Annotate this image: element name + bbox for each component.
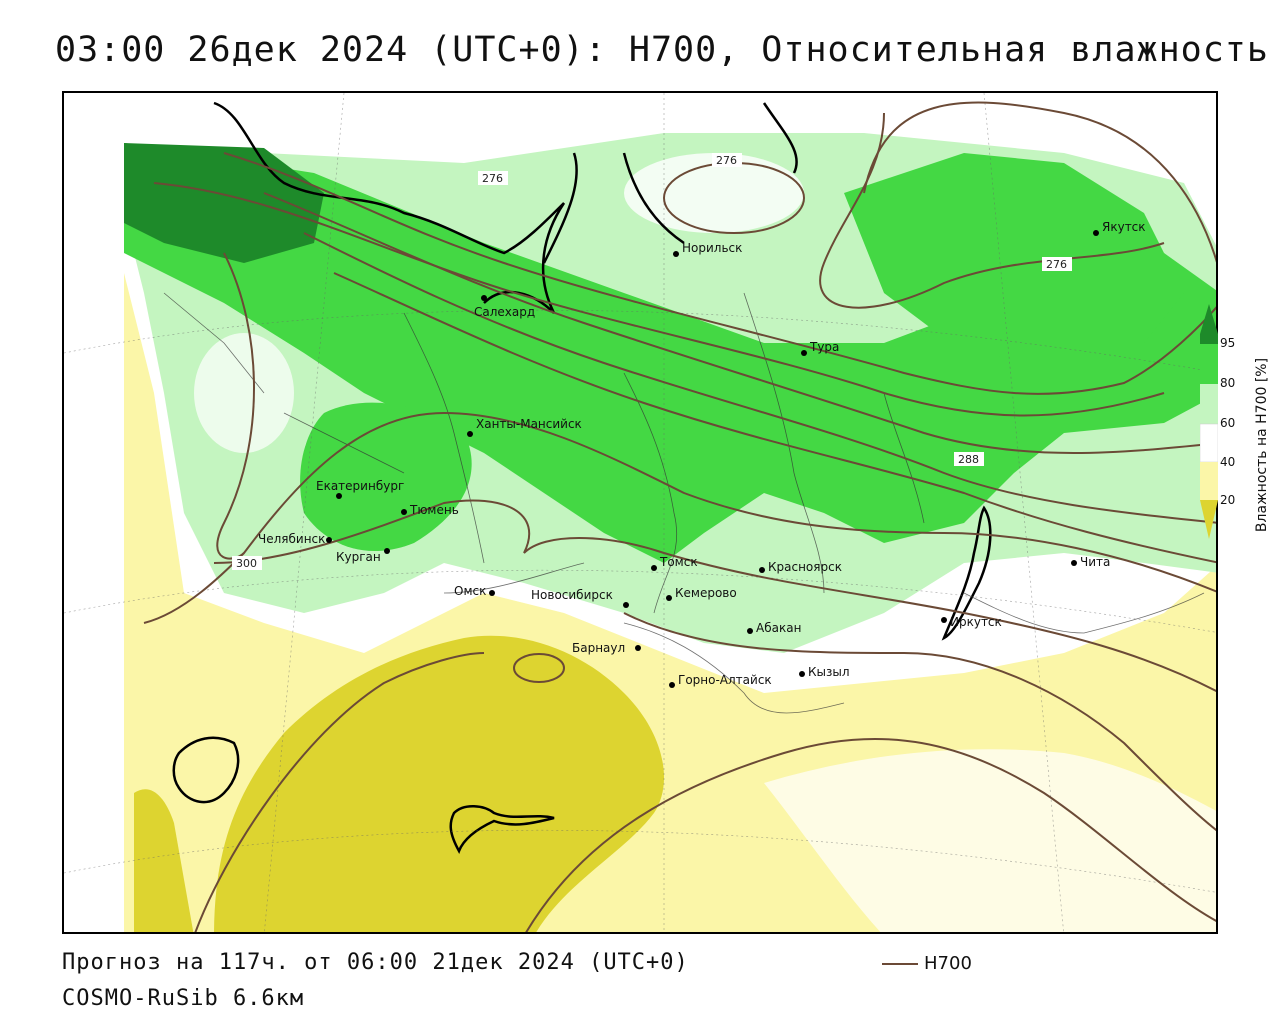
city-yakutsk[interactable]: Якутск [1093,220,1146,236]
isoline [223,152,1216,395]
humidity-zone-high [124,143,1216,563]
model-name: COSMO-RuSib 6.6км [62,986,305,1011]
svg-text:Кемерово: Кемерово [675,586,737,600]
colorbar-tick-60: 60 [1220,416,1236,430]
city-omsk[interactable]: Омск [454,584,495,598]
svg-text:Тура: Тура [809,340,839,354]
humidity-zone-high-northeast [844,153,1184,363]
city-gorno-altaysk[interactable]: Горно-Алтайск [669,673,772,688]
city-tura[interactable]: Тура [801,340,839,356]
svg-text:Горно-Алтайск: Горно-Алтайск [678,673,772,687]
isoline [153,182,1165,417]
svg-text:Новосибирск: Новосибирск [531,588,613,602]
colorbar-step-80 [1200,344,1218,384]
svg-text:Екатеринбург: Екатеринбург [316,479,404,493]
colorbar-tick-95: 95 [1220,336,1236,350]
city-salekhard[interactable]: Салехард [474,295,535,319]
svg-text:Курган: Курган [336,550,381,564]
city-ekaterinburg[interactable]: Екатеринбург [316,479,404,499]
colorbar-step-40 [1200,423,1218,463]
svg-text:Томск: Томск [659,555,698,569]
humidity-zone-high-west [300,402,472,552]
isoline-label: 276 [482,172,503,185]
isoline [194,652,485,932]
colorbar-step-95 [1200,334,1218,344]
lake-baikal [941,505,992,641]
svg-text:Абакан: Абакан [756,621,801,635]
colorbar-step-20 [1200,462,1218,500]
svg-text:Кызыл: Кызыл [808,665,850,679]
humidity-zone-very-low-west [134,789,194,932]
isoline [303,232,1216,524]
isoline [863,101,1216,263]
forecast-info: Прогноз на 117ч. от 06:00 21дек 2024 (UT… [62,950,689,975]
svg-text:Омск: Омск [454,584,486,598]
city-novosibirsk[interactable]: Новосибирск [531,588,629,608]
city-tomsk[interactable]: Томск [651,555,698,571]
svg-text:Челябинск: Челябинск [258,532,325,546]
city-krasnoyarsk[interactable]: Красноярск [759,560,842,574]
cities: Якутск Норильск Салехард Тура Ханты-Манс… [258,220,1146,688]
humidity-zone-mid-white [764,749,1216,932]
city-chelyabinsk[interactable]: Челябинск [258,532,332,546]
humidity-colorbar [1200,304,1218,539]
colorbar-step-60 [1200,384,1218,424]
colorbar-title: Влажность на H700 [%] [1254,357,1270,533]
isoline [263,192,1216,454]
city-kyzyl[interactable]: Кызыл [799,665,850,679]
svg-text:Тюмень: Тюмень [409,503,459,517]
colorbar-tick-80: 80 [1220,376,1236,390]
colorbar-cap-top [1200,304,1218,334]
isoline-label: 276 [1046,258,1067,271]
h700-legend-label: H700 [924,953,972,974]
forecast-map[interactable]: 276 276 276 288 300 Якутск Норильск Сале… [62,91,1218,934]
svg-text:Норильск: Норильск [682,241,742,255]
city-barnaul[interactable]: Барнаул [572,641,641,655]
map-canvas: 276 276 276 288 300 Якутск Норильск Сале… [64,93,1216,932]
city-kurgan[interactable]: Курган [336,548,390,564]
map-title: 03:00 26дек 2024 (UTC+0): H700, Относите… [55,30,1269,70]
isoline-label: 300 [236,557,257,570]
isoline [525,737,1216,932]
dry-patch [194,333,294,453]
city-tyumen[interactable]: Тюмень [401,503,459,517]
colorbar-tick-20: 20 [1220,493,1236,507]
isoline [513,653,565,683]
city-chita[interactable]: Чита [1071,555,1110,569]
svg-text:Ханты-Мансийск: Ханты-Мансийск [476,417,582,431]
isoline-labels: 276 276 276 288 300 [232,153,1072,570]
isoline [216,252,1216,593]
admin-borders [163,292,1205,714]
lake-balkhash [449,805,555,854]
isoline-label: 276 [716,154,737,167]
svg-text:Красноярск: Красноярск [768,560,842,574]
lake-aral [172,736,240,804]
city-norilsk[interactable]: Норильск [673,241,742,257]
humidity-zone-very-low [214,635,664,932]
h700-legend-swatch [882,963,918,965]
city-khanty-mansiysk[interactable]: Ханты-Мансийск [467,417,582,437]
svg-text:Якутск: Якутск [1102,220,1146,234]
svg-text:Салехард: Салехард [474,305,535,319]
isoline [333,272,1216,564]
svg-text:Барнаул: Барнаул [572,641,625,655]
isoline [623,612,1216,832]
svg-text:Иркутск: Иркутск [950,615,1002,629]
svg-text:Чита: Чита [1080,555,1110,569]
dry-patch [624,153,804,233]
city-irkutsk[interactable]: Иркутск [941,615,1002,629]
city-abakan[interactable]: Абакан [747,621,801,635]
h700-isolines [143,101,1216,932]
isoline-label: 288 [958,453,979,466]
colorbar-tick-40: 40 [1220,455,1236,469]
colorbar-cap-bottom [1200,500,1218,539]
city-kemerovo[interactable]: Кемерово [666,586,737,601]
coastline [213,101,798,314]
isoline [213,499,1216,693]
